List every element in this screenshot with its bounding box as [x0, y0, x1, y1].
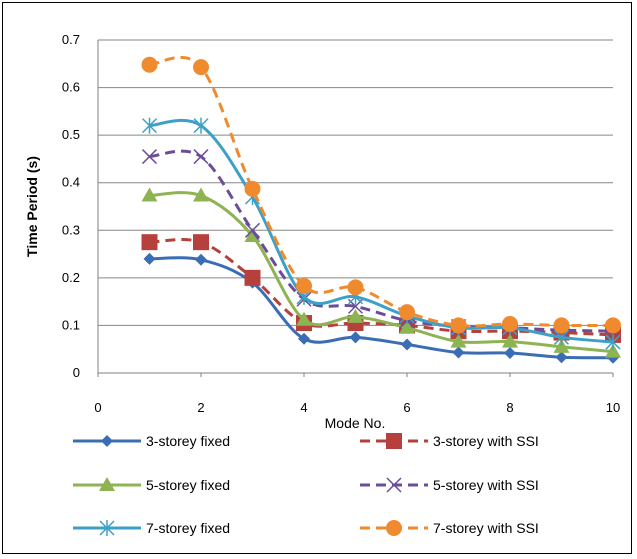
data-point [143, 252, 156, 265]
data-point [141, 149, 158, 165]
legend-label: 7-storey fixed [146, 520, 230, 536]
data-point [193, 234, 209, 251]
legend-label: 3-storey with SSI [433, 433, 539, 449]
series-line [149, 55, 614, 328]
legend-marker [386, 433, 402, 449]
chart-frame [2, 2, 632, 554]
y-tick-label: 0.4 [62, 175, 80, 190]
data-point [349, 331, 362, 344]
data-point [399, 319, 415, 334]
series-7-storey-with-ssi [141, 55, 621, 334]
data-point [347, 279, 364, 296]
legend-item: 3-storey fixed [73, 433, 230, 449]
data-point [605, 343, 621, 358]
data-point [244, 222, 261, 238]
data-point [141, 56, 158, 73]
data-point [450, 317, 467, 334]
legend-item: 7-storey fixed [73, 520, 230, 536]
x-tick-label: 4 [300, 400, 307, 415]
series-7-storey-fixed [141, 117, 621, 351]
legend-label: 5-storey fixed [146, 477, 230, 493]
data-point [605, 334, 621, 351]
legend-marker [101, 435, 113, 447]
series-3-storey-with-ssi [141, 234, 621, 343]
x-tick-label: 2 [197, 400, 204, 415]
y-tick-label: 0 [73, 365, 80, 380]
data-point [502, 333, 518, 348]
series-line [149, 191, 614, 354]
y-tick-label: 0.7 [62, 32, 80, 47]
series-line [149, 149, 614, 333]
data-point [347, 308, 364, 323]
y-tick-label: 0.1 [62, 317, 80, 332]
data-point [193, 149, 209, 165]
data-point [193, 187, 209, 202]
x-tick-label: 0 [94, 400, 101, 415]
data-point [401, 338, 413, 351]
legend-label: 3-storey fixed [146, 433, 230, 449]
data-point [244, 180, 261, 197]
x-axis-title: Mode No. [325, 415, 386, 431]
y-tick-label: 0.2 [62, 270, 80, 285]
data-point [555, 351, 568, 364]
legend-marker [386, 477, 402, 493]
y-axis-title: Time Period (s) [24, 156, 40, 257]
legend-label: 7-storey with SSI [433, 520, 539, 536]
data-point [553, 338, 570, 353]
legend-item: 5-storey with SSI [360, 477, 539, 493]
legend-label: 5-storey with SSI [433, 477, 539, 493]
legend-item: 5-storey fixed [73, 477, 230, 493]
data-point [502, 316, 518, 333]
data-point [244, 269, 261, 286]
data-point [452, 346, 465, 359]
data-point [141, 234, 158, 251]
legend-marker [99, 520, 115, 536]
y-tick-label: 0.6 [62, 80, 80, 95]
data-point [605, 317, 621, 334]
data-point [141, 117, 158, 134]
data-point [193, 117, 209, 134]
series-line [149, 256, 614, 360]
legend-marker [99, 477, 115, 491]
legend-marker [386, 520, 402, 536]
data-point [195, 253, 207, 266]
legend-item: 3-storey with SSI [360, 433, 539, 449]
y-tick-label: 0.3 [62, 222, 80, 237]
series-line [149, 238, 614, 337]
series-5-storey-fixed [141, 187, 621, 358]
x-tick-label: 8 [506, 400, 513, 415]
y-tick-label: 0.5 [62, 127, 80, 142]
data-point [296, 277, 312, 294]
legend-item: 7-storey with SSI [360, 520, 539, 536]
x-tick-label: 6 [403, 400, 410, 415]
data-point [141, 187, 158, 202]
series-5-storey-with-ssi [141, 149, 621, 339]
data-point [298, 332, 310, 345]
data-point [296, 311, 312, 326]
data-point [553, 317, 570, 334]
series-3-storey-fixed [143, 252, 619, 364]
data-point [504, 347, 516, 360]
x-tick-label: 10 [606, 400, 620, 415]
series-line [149, 118, 614, 344]
data-point [399, 304, 415, 321]
data-point [193, 59, 209, 76]
data-point [450, 333, 467, 348]
